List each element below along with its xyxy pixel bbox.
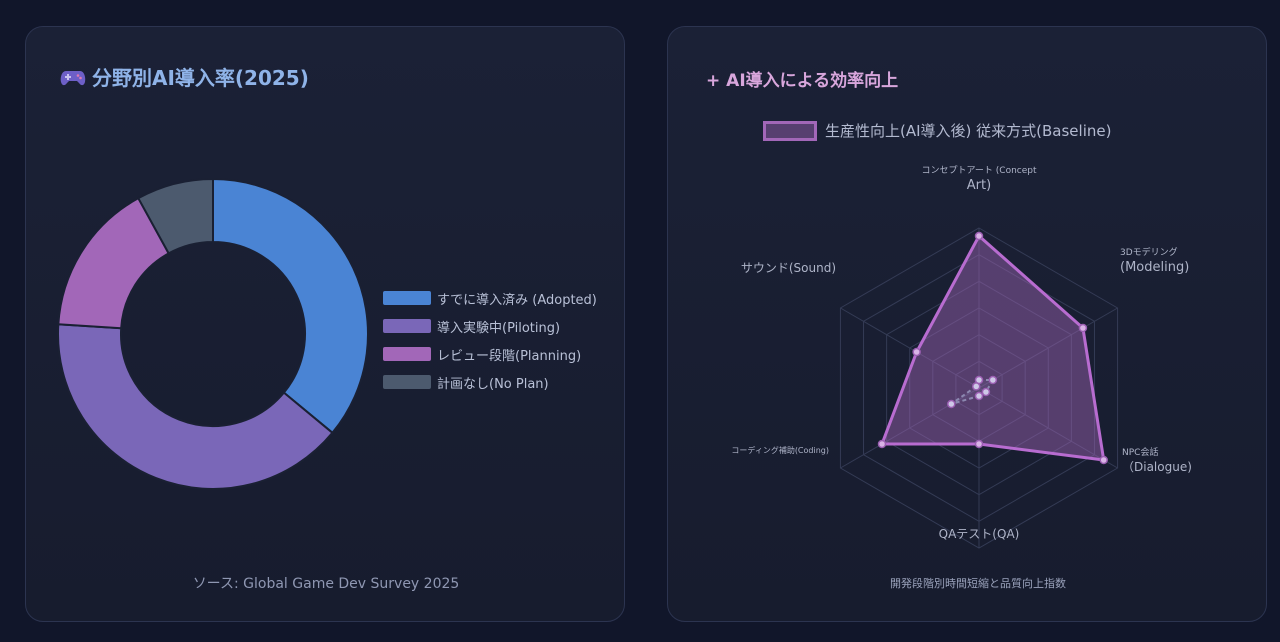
legend-item-0[interactable]: すでに導入済み (Adopted) xyxy=(383,284,597,312)
adoption-title-text: 分野別AI導入率(2025) xyxy=(92,66,309,90)
efficiency-card: + AI導入による効率向上 生産性向上(AI導入後) 従来方式(Baseline… xyxy=(667,26,1267,622)
legend-label: 計画なし(No Plan) xyxy=(437,376,549,392)
radar-point[interactable] xyxy=(974,231,984,241)
donut-slice-3[interactable] xyxy=(136,177,214,255)
adoption-donut-chart xyxy=(57,177,369,490)
adoption-legend: すでに導入済み (Adopted) 導入実験中(Piloting) レビュー段階(P… xyxy=(383,284,597,396)
radar-spoke xyxy=(840,307,980,389)
radar-axis-label: 3Dモデリング xyxy=(1120,246,1178,258)
legend-swatch xyxy=(383,375,431,389)
radar-axis-label: Art) xyxy=(967,178,991,193)
legend-label: 導入実験中(Piloting) xyxy=(437,320,561,336)
radar-point[interactable] xyxy=(1099,455,1108,465)
radar-axis-label: （Dialogue) xyxy=(1122,460,1192,474)
gamepad-icon xyxy=(60,71,86,86)
radar-caption: 開発段階別時間短縮と品質向上指数 xyxy=(890,577,1066,590)
radar-point[interactable] xyxy=(877,439,887,449)
radar-point[interactable] xyxy=(971,382,981,391)
donut-slice-1[interactable] xyxy=(57,323,334,490)
legend-item-3[interactable]: 計画なし(No Plan) xyxy=(383,368,597,396)
legend-item-2[interactable]: レビュー段階(Planning) xyxy=(383,340,597,368)
radar-legend-text: 生産性向上(AI導入後) 従来方式(Baseline) xyxy=(825,122,1112,140)
radar-legend-swatch xyxy=(763,120,817,141)
radar-point[interactable] xyxy=(947,399,956,409)
radar-axis-label: NPC会話 xyxy=(1122,446,1158,458)
legend-item-1[interactable]: 導入実験中(Piloting) xyxy=(383,312,597,340)
radar-legend[interactable]: 生産性向上(AI導入後) 従来方式(Baseline) xyxy=(763,120,1111,141)
radar-axis-label: (Modeling) xyxy=(1120,260,1189,275)
radar-point[interactable] xyxy=(974,391,984,401)
radar-point[interactable] xyxy=(988,375,998,385)
radar-axis-label: QAテスト(QA) xyxy=(939,527,1020,541)
efficiency-radar-chart: コンセプトアート (Concept Art) 3Dモデリング (Modeling) NP… xyxy=(731,165,1192,549)
donut-slice-0[interactable] xyxy=(212,177,369,435)
radar-axis-label: コーディング補助(Coding) xyxy=(731,445,829,455)
legend-label: すでに導入済み (Adopted) xyxy=(437,292,597,308)
radar-spoke xyxy=(840,387,980,469)
radar-spoke xyxy=(978,387,1118,469)
adoption-card: 分野別AI導入率(2025) すでに導入済み (Adopted) 導入実験中(Pi… xyxy=(25,26,625,622)
adoption-card-title: 分野別AI導入率(2025) xyxy=(60,62,309,91)
radar-point[interactable] xyxy=(912,347,921,357)
radar-point[interactable] xyxy=(981,387,991,397)
legend-swatch xyxy=(383,291,431,305)
radar-point[interactable] xyxy=(1078,323,1088,333)
legend-swatch xyxy=(383,319,431,333)
radar-axis-label: サウンド(Sound) xyxy=(741,261,836,275)
source-note: ソース: Global Game Dev Survey 2025 xyxy=(192,576,460,592)
radar-spoke xyxy=(978,307,1118,389)
legend-swatch xyxy=(383,347,431,361)
radar-point[interactable] xyxy=(974,439,984,449)
efficiency-card-title: + AI導入による効率向上 xyxy=(706,71,899,91)
legend-label: レビュー段階(Planning) xyxy=(437,348,582,364)
radar-axis-label: コンセプトアート (Concept xyxy=(921,165,1037,176)
